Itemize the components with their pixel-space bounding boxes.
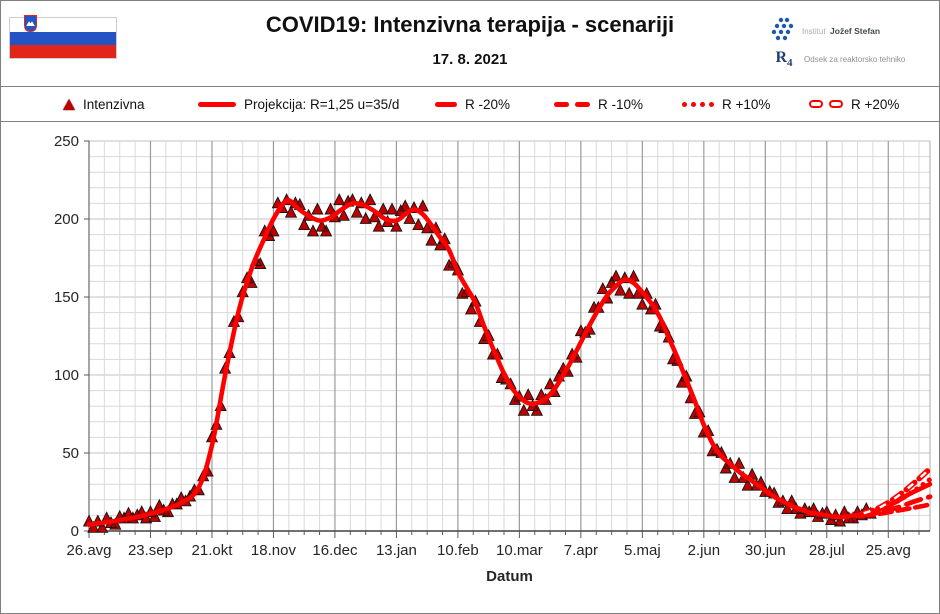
legend-label: Intenzivna (83, 96, 145, 112)
series-projekcija-r-1-25-u-35-d (86, 197, 933, 528)
x-tick-label: 26.avg (66, 542, 111, 559)
x-tick-label: 18.nov (251, 542, 297, 559)
legend-item-r-minus-20: R -20% (435, 87, 510, 121)
flag-stripe-red (10, 44, 116, 58)
x-tick-label: 7.apr (564, 542, 598, 559)
x-tick-label: 30.jun (745, 542, 786, 559)
institute-label-bold: Jožef Stefan (830, 26, 881, 36)
chart-canvas: 0 50 100 150 200 250 26.avg 23.sep 21.okt 18.nov 1… (54, 133, 933, 585)
x-tick-label: 16.dec (312, 542, 358, 559)
x-tick-label: 13.jan (376, 542, 417, 559)
axes (84, 140, 930, 538)
legend-bar: Intenzivna Projekcija: R=1,25 u=35/d R -… (1, 87, 939, 122)
legend-label: R +20% (851, 96, 900, 112)
y-tick-label: 50 (62, 445, 79, 462)
institute-label-light: Institut (802, 27, 826, 36)
department-label: Odsek za reaktorsko tehniko (804, 54, 906, 64)
x-tick-label: 21.okt (192, 542, 234, 559)
solid-line-icon (198, 101, 236, 107)
r4-mark-icon: R4 (775, 49, 793, 70)
y-tick-label: 0 (71, 523, 79, 540)
x-tick-label: 10.feb (437, 542, 479, 559)
x-axis-title: Datum (486, 568, 533, 585)
y-tick-label: 250 (54, 133, 79, 150)
legend-item-intenzivna: Intenzivna (63, 87, 145, 121)
series-r-20-inner (861, 467, 931, 515)
hollow-dash-line-icon (809, 100, 843, 108)
legend-item-r-minus-10: R -10% (554, 87, 643, 121)
y-tick-label: 100 (54, 367, 79, 384)
department-row: R4 Odsek za reaktorsko tehniko (771, 49, 905, 69)
coat-of-arms-icon (24, 15, 37, 32)
slovenia-flag-icon (9, 15, 117, 59)
x-tick-label: 10.mar (496, 542, 543, 559)
ijs-dots-icon (771, 17, 794, 41)
axis-labels: 0 50 100 150 200 250 26.avg 23.sep 21.okt 18.nov 1… (54, 133, 911, 585)
dash-line-icon (435, 101, 457, 107)
series-r-10 (859, 494, 933, 518)
report-date: 17. 8. 2021 (432, 51, 508, 68)
x-tick-label: 2.jun (688, 542, 721, 559)
gridlines (89, 140, 931, 531)
ijs-logo: Institut Jožef Stefan R4 Odsek za reakto… (771, 9, 933, 79)
header: COVID19: Intenzivna terapija - scenariji… (1, 1, 939, 87)
x-tick-label: 25.avg (866, 542, 911, 559)
dotted-line-icon (682, 101, 714, 107)
legend-item-projekcija: Projekcija: R=1,25 u=35/d (198, 87, 399, 121)
institute-row: Institut Jožef Stefan (771, 17, 880, 43)
flag-stripe-blue (10, 31, 116, 45)
legend-label: R -10% (598, 96, 644, 112)
x-tick-label: 28.jul (809, 542, 845, 559)
legend-item-r-plus-20: R +20% (809, 87, 899, 121)
series (82, 193, 933, 533)
legend-label: R +10% (722, 96, 771, 112)
series-r-10 (859, 477, 933, 517)
legend-label: R -20% (465, 96, 511, 112)
legend-label: Projekcija: R=1,25 u=35/d (244, 96, 400, 112)
x-tick-label: 23.sep (128, 542, 173, 559)
y-tick-label: 200 (54, 211, 79, 228)
triangle-marker-icon (63, 98, 75, 110)
x-tick-label: 5.maj (624, 542, 661, 559)
y-tick-label: 150 (54, 289, 79, 306)
legend-item-r-plus-10: R +10% (682, 87, 770, 121)
page-title: COVID19: Intenzivna terapija - scenariji (265, 12, 675, 37)
dashed-line-icon (554, 101, 590, 107)
